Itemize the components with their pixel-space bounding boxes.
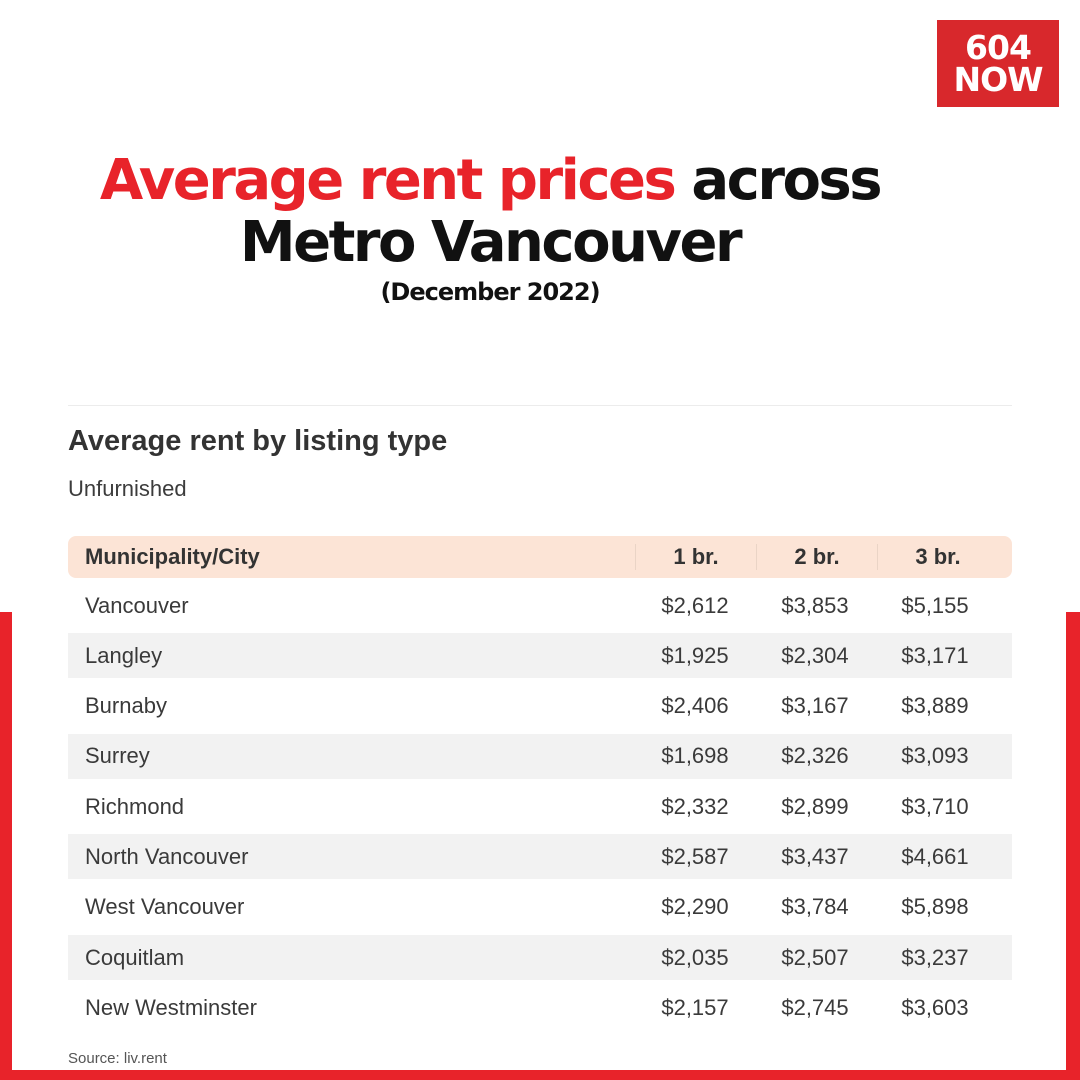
cell-rent-1br: $1,698 xyxy=(661,743,729,769)
headline-line-2: Metro Vancouver xyxy=(239,210,743,275)
cell-rent-3br: $3,093 xyxy=(901,743,969,769)
table-row: Richmond $2,332 $2,899 $3,710 xyxy=(68,784,1012,829)
cell-city: Coquitlam xyxy=(85,944,185,970)
headline: Average rent prices across Metro Vancouv… xyxy=(60,150,920,274)
cell-rent-1br: $2,157 xyxy=(661,994,729,1020)
rent-table: Municipality/City 1 br. 2 br. 3 br. Vanc… xyxy=(68,536,1012,1036)
table-row: Langley $1,925 $2,304 $3,171 xyxy=(68,633,1012,679)
cell-rent-2br: $3,167 xyxy=(781,693,849,719)
table-row: Surrey $1,698 $2,326 $3,093 xyxy=(68,733,1012,779)
header-municipality: Municipality/City xyxy=(85,544,260,569)
cell-city: Surrey xyxy=(85,743,150,769)
cell-rent-2br: $2,326 xyxy=(781,743,849,769)
cell-rent-3br: $3,603 xyxy=(901,994,969,1020)
table-row: New Westminster $2,157 $2,745 $3,603 xyxy=(68,985,1012,1030)
cell-rent-1br: $2,290 xyxy=(661,894,729,920)
headline-date: (December 2022) xyxy=(380,278,600,306)
cell-rent-2br: $2,899 xyxy=(781,793,849,819)
cell-rent-1br: $2,612 xyxy=(661,592,729,618)
table-row: North Vancouver $2,587 $3,437 $4,661 xyxy=(68,834,1012,880)
table-row: Coquitlam $2,035 $2,507 $3,237 xyxy=(68,935,1012,981)
cell-rent-3br: $5,898 xyxy=(901,894,969,920)
cell-rent-3br: $3,889 xyxy=(901,693,969,719)
cell-rent-3br: $4,661 xyxy=(901,843,969,869)
table-row: Vancouver $2,612 $3,853 $5,155 xyxy=(68,583,1012,628)
table-title: Average rent by listing type xyxy=(68,425,448,457)
source-note: Source: liv.rent xyxy=(68,1050,167,1067)
cell-city: Burnaby xyxy=(85,693,167,719)
cell-rent-3br: $3,171 xyxy=(901,642,969,668)
logo-line-2: NOW xyxy=(953,59,1043,99)
cell-rent-2br: $3,437 xyxy=(781,843,849,869)
cell-rent-1br: $2,035 xyxy=(661,944,729,970)
cell-rent-2br: $3,784 xyxy=(781,894,849,920)
cell-city: Vancouver xyxy=(85,592,189,618)
headline-rest: across xyxy=(674,148,882,213)
table-header-row: Municipality/City 1 br. 2 br. 3 br. xyxy=(68,536,1012,578)
cell-rent-3br: $3,237 xyxy=(901,944,969,970)
cell-city: North Vancouver xyxy=(85,843,249,869)
table-subtitle: Unfurnished xyxy=(68,476,187,501)
table-row: West Vancouver $2,290 $3,784 $5,898 xyxy=(68,885,1012,930)
cell-rent-2br: $2,304 xyxy=(781,642,849,668)
cell-city: Richmond xyxy=(85,793,185,819)
cell-rent-1br: $2,406 xyxy=(661,693,729,719)
cell-city: New Westminster xyxy=(85,994,257,1020)
cell-rent-1br: $1,925 xyxy=(661,642,729,668)
logo-line-1: 604 xyxy=(965,27,1032,67)
header-2br: 2 br. xyxy=(756,544,877,570)
table-row: Burnaby $2,406 $3,167 $3,889 xyxy=(68,684,1012,729)
cell-rent-2br: $2,507 xyxy=(781,944,849,970)
table-body: Vancouver $2,612 $3,853 $5,155 Langley $1,925… xyxy=(68,583,1012,1030)
cell-rent-1br: $2,587 xyxy=(661,843,729,869)
header-1br: 1 br. xyxy=(635,544,756,570)
divider xyxy=(68,405,1012,406)
header-3br: 3 br. xyxy=(877,544,998,570)
cell-city: West Vancouver xyxy=(85,894,245,920)
brand-logo: 604 NOW xyxy=(937,20,1059,107)
cell-rent-3br: $5,155 xyxy=(901,592,969,618)
cell-rent-2br: $2,745 xyxy=(781,994,849,1020)
cell-rent-1br: $2,332 xyxy=(661,793,729,819)
cell-rent-2br: $3,853 xyxy=(781,592,849,618)
cell-city: Langley xyxy=(85,642,163,668)
cell-rent-3br: $3,710 xyxy=(901,793,969,819)
headline-highlight: Average rent prices xyxy=(99,148,677,213)
